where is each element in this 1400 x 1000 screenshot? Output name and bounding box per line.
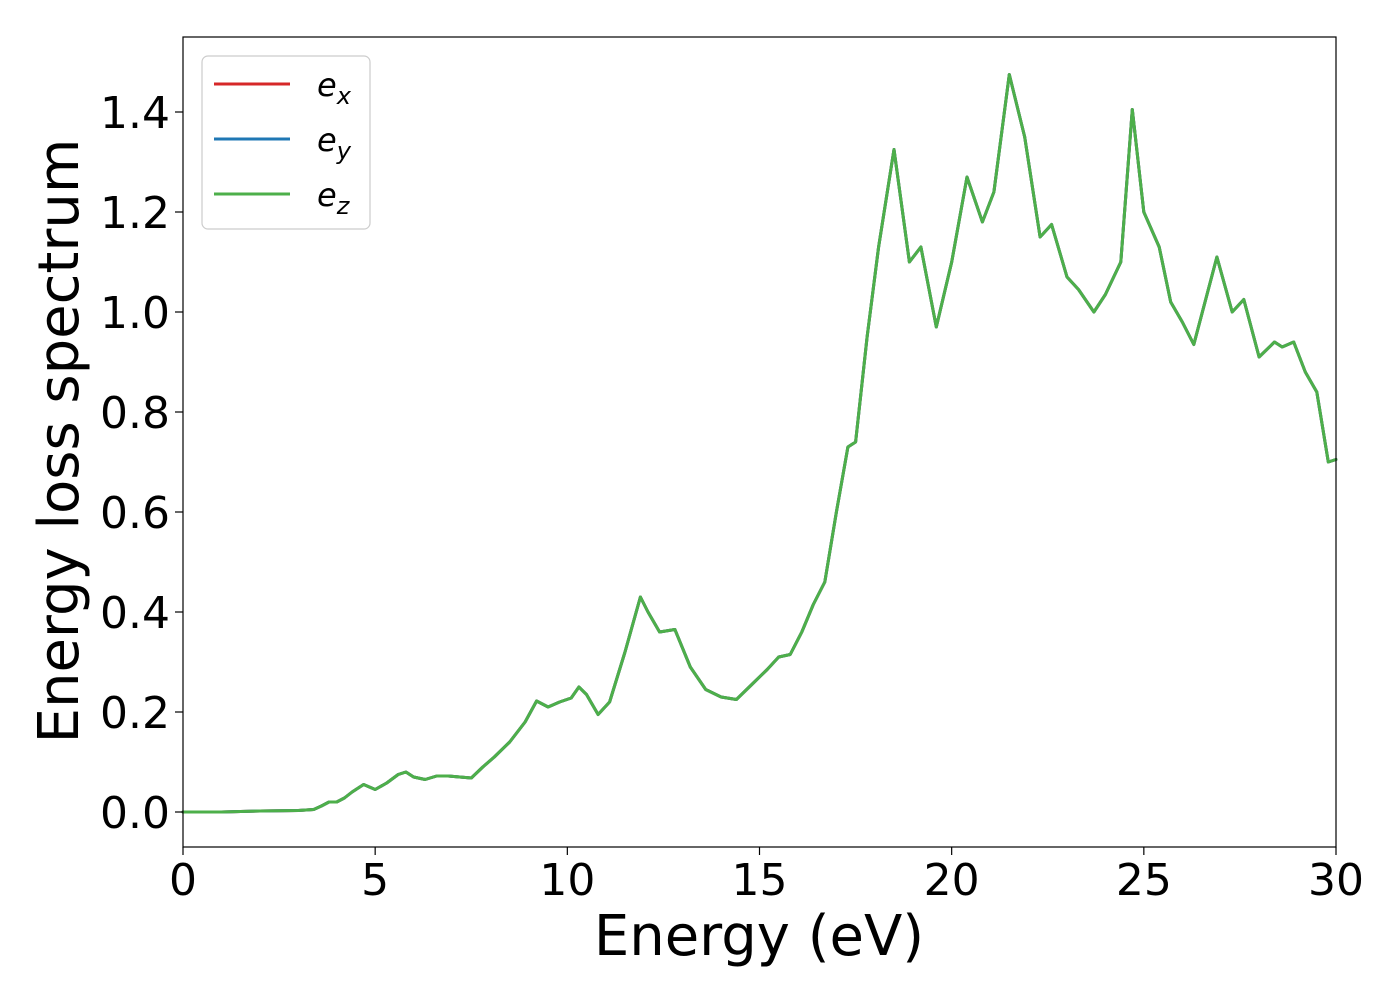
legend-label-ez: ez (317, 176, 351, 220)
x-axis-label: Energy (eV) (594, 904, 924, 969)
x-tick-label: 15 (732, 855, 788, 906)
y-axis: 0.0 0.2 0.4 0.6 0.8 1.0 1.2 1.4 (100, 88, 183, 839)
y-tick-label: 1.2 (100, 188, 170, 239)
x-tick-label: 20 (924, 855, 980, 906)
y-tick-label: 0.6 (100, 488, 170, 539)
y-tick-label: 1.4 (100, 88, 170, 139)
x-axis: 0 5 10 15 20 25 30 (169, 847, 1364, 906)
x-tick-label: 30 (1308, 855, 1364, 906)
y-axis-label: Energy loss spectrum (27, 139, 92, 744)
x-tick-label: 0 (169, 855, 197, 906)
y-tick-label: 0.8 (100, 388, 170, 439)
x-tick-label: 10 (539, 855, 595, 906)
legend-label-ex: ex (317, 66, 352, 110)
y-tick-label: 0.0 (100, 788, 170, 839)
y-tick-label: 0.4 (100, 588, 170, 639)
y-tick-label: 0.2 (100, 688, 170, 739)
series-line-ez (181, 73, 1338, 814)
legend-label-ey: ey (317, 121, 352, 165)
y-tick-label: 1.0 (100, 288, 170, 339)
x-tick-label: 25 (1116, 855, 1172, 906)
series-layer (181, 73, 1338, 814)
legend-box (201, 55, 371, 230)
legend-entries: ex ey ez (214, 66, 352, 220)
legend: ex ey ez (201, 55, 371, 230)
x-tick-label: 5 (361, 855, 389, 906)
